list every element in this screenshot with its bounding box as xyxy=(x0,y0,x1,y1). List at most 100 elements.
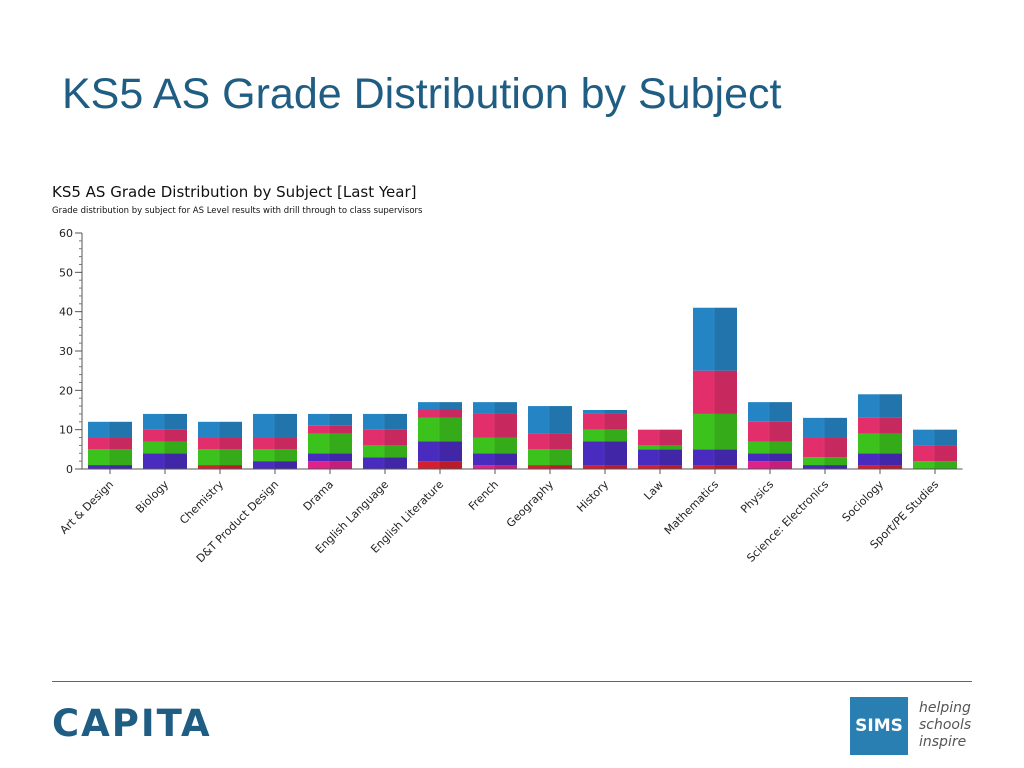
bar-segment-shading xyxy=(198,437,242,450)
bar-segment-shading xyxy=(693,307,737,371)
bar-segment-shading xyxy=(858,453,902,466)
bar-segment-shading xyxy=(363,429,407,446)
bar-segment-shading xyxy=(253,413,297,438)
bar-segment-shading xyxy=(858,417,902,434)
footer-divider xyxy=(52,681,972,682)
bar-segment-shading xyxy=(528,406,572,434)
bar-segment-shading xyxy=(583,413,627,430)
bar-stack[interactable] xyxy=(528,406,572,469)
x-tick-label: Biology xyxy=(133,478,171,516)
chart-title: KS5 AS Grade Distribution by Subject [La… xyxy=(52,183,417,201)
x-tick-label: Physics xyxy=(738,478,776,516)
bar-stack[interactable] xyxy=(583,410,627,469)
bar-stack[interactable] xyxy=(308,413,352,469)
bar-segment-shading xyxy=(638,449,682,466)
bar-segment-shading xyxy=(473,465,517,469)
tagline-line-1: helping xyxy=(919,700,971,716)
bar-segment-shading xyxy=(638,465,682,469)
bar-segment-shading xyxy=(693,413,737,450)
bar-stack[interactable] xyxy=(198,421,242,469)
bar-segment-shading xyxy=(308,433,352,454)
bar-segment-shading xyxy=(913,445,957,462)
bar-segment-shading xyxy=(583,410,627,414)
y-tick-label: 50 xyxy=(59,266,73,279)
bars xyxy=(88,307,957,469)
y-tick-label: 30 xyxy=(59,345,73,358)
bar-segment-shading xyxy=(418,410,462,418)
bar-segment-shading xyxy=(198,421,242,438)
y-tick-label: 10 xyxy=(59,424,73,437)
x-tick-label: Sociology xyxy=(840,478,887,525)
bar-segment-shading xyxy=(198,465,242,469)
bar-stack[interactable] xyxy=(748,402,792,469)
bar-segment-shading xyxy=(803,465,847,469)
chart-subtitle: Grade distribution by subject for AS Lev… xyxy=(52,206,423,216)
bar-segment-shading xyxy=(473,413,517,438)
bar-segment-shading xyxy=(143,453,187,469)
bar-segment-shading xyxy=(693,449,737,466)
bar-stack[interactable] xyxy=(253,413,297,469)
bar-segment-shading xyxy=(803,417,847,438)
y-tick-label: 60 xyxy=(59,227,73,240)
bar-segment-shading xyxy=(693,465,737,469)
bar-segment-shading xyxy=(308,461,352,469)
sims-tagline: helping schools inspire xyxy=(919,700,975,751)
bar-stack[interactable] xyxy=(693,307,737,469)
bar-segment-shading xyxy=(528,449,572,466)
bar-segment-shading xyxy=(418,441,462,462)
x-tick-label: Art & Design xyxy=(57,478,116,537)
bar-segment-shading xyxy=(913,429,957,446)
bar-segment-shading xyxy=(583,465,627,469)
bar-segment-shading xyxy=(253,461,297,469)
bar-segment-shading xyxy=(748,441,792,454)
x-tick-label: History xyxy=(574,478,611,515)
y-tick-label: 40 xyxy=(59,306,73,319)
x-tick-label: Law xyxy=(641,478,666,503)
bar-segment-shading xyxy=(88,437,132,450)
bar-segment-shading xyxy=(748,461,792,469)
x-tick-label: Mathematics xyxy=(662,478,722,538)
bar-segment-shading xyxy=(308,425,352,434)
bar-stack[interactable] xyxy=(418,402,462,469)
bar-stack[interactable] xyxy=(88,421,132,469)
bar-stack[interactable] xyxy=(638,429,682,469)
bar-segment-shading xyxy=(363,457,407,469)
bar-segment-shading xyxy=(253,437,297,450)
bar-segment-shading xyxy=(803,457,847,466)
bar-segment-shading xyxy=(858,394,902,418)
tagline-line-3: inspire xyxy=(919,734,967,750)
x-tick-label: Chemistry xyxy=(177,478,226,527)
bar-segment-shading xyxy=(858,465,902,469)
y-axis: 0 10 20 30 40 50 60 xyxy=(59,227,83,476)
x-tick-label: Geography xyxy=(504,478,556,530)
bar-stack[interactable] xyxy=(363,413,407,469)
bar-segment-shading xyxy=(88,449,132,466)
bar-segment-shading xyxy=(748,402,792,422)
bar-segment-shading xyxy=(363,445,407,458)
bar-segment-shading xyxy=(418,402,462,410)
bar-segment-shading xyxy=(308,453,352,462)
sims-logo: SIMS xyxy=(850,697,908,755)
bar-segment-shading xyxy=(528,465,572,469)
bar-segment-shading xyxy=(143,429,187,442)
bar-segment-shading xyxy=(638,445,682,450)
bar-segment-shading xyxy=(693,370,737,414)
bar-segment-shading xyxy=(638,429,682,446)
bar-segment-shading xyxy=(88,421,132,438)
bar-segment-shading xyxy=(88,465,132,469)
x-tick-label: French xyxy=(466,478,501,513)
bar-segment-shading xyxy=(308,413,352,426)
bar-stack[interactable] xyxy=(913,429,957,469)
bar-stack[interactable] xyxy=(803,417,847,469)
tagline-line-2: schools xyxy=(919,717,972,733)
x-tick-label: Drama xyxy=(301,478,336,513)
bar-segment-shading xyxy=(583,441,627,466)
bar-stack[interactable] xyxy=(858,394,902,469)
slide-title: KS5 AS Grade Distribution by Subject xyxy=(62,70,782,118)
bar-stack[interactable] xyxy=(143,413,187,469)
bar-segment-shading xyxy=(418,417,462,442)
bar-segment-shading xyxy=(803,437,847,458)
bar-stack[interactable] xyxy=(473,402,517,469)
